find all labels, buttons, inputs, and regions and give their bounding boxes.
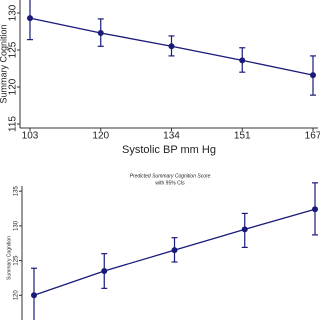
x-tick-label: 167 bbox=[305, 131, 320, 142]
y-tick-label: 120 bbox=[8, 78, 19, 95]
y-axis-title: Summary Cognition bbox=[0, 24, 8, 103]
x-axis-title: Systolic BP mm Hg bbox=[122, 144, 216, 156]
y-tick-label: 115 bbox=[8, 116, 19, 132]
chart-subtitle: with 95% CIs bbox=[155, 180, 185, 186]
point bbox=[31, 292, 37, 299]
y-tick-label: 130 bbox=[8, 4, 19, 21]
point bbox=[310, 72, 316, 79]
point bbox=[168, 43, 175, 50]
x-tick-label: 134 bbox=[163, 131, 180, 142]
chart-title: Predicted Summary Cognition Score bbox=[130, 173, 211, 179]
y-tick-label: 135 bbox=[14, 186, 20, 197]
x-tick-label: 151 bbox=[234, 131, 251, 142]
y-tick-label: 120 bbox=[14, 290, 20, 301]
y-tick-label: 130 bbox=[14, 220, 20, 231]
x-tick-label: 120 bbox=[92, 131, 109, 142]
point bbox=[241, 226, 248, 233]
y-tick-label: 125 bbox=[8, 41, 19, 58]
point bbox=[239, 57, 246, 64]
y-tick-label: 125 bbox=[14, 255, 20, 266]
y-axis-title: Summary Cognition bbox=[6, 236, 12, 280]
point bbox=[27, 15, 33, 22]
point bbox=[171, 247, 178, 254]
point bbox=[312, 206, 318, 213]
point bbox=[97, 29, 104, 36]
x-tick-label: 103 bbox=[22, 131, 39, 142]
point bbox=[101, 268, 108, 275]
